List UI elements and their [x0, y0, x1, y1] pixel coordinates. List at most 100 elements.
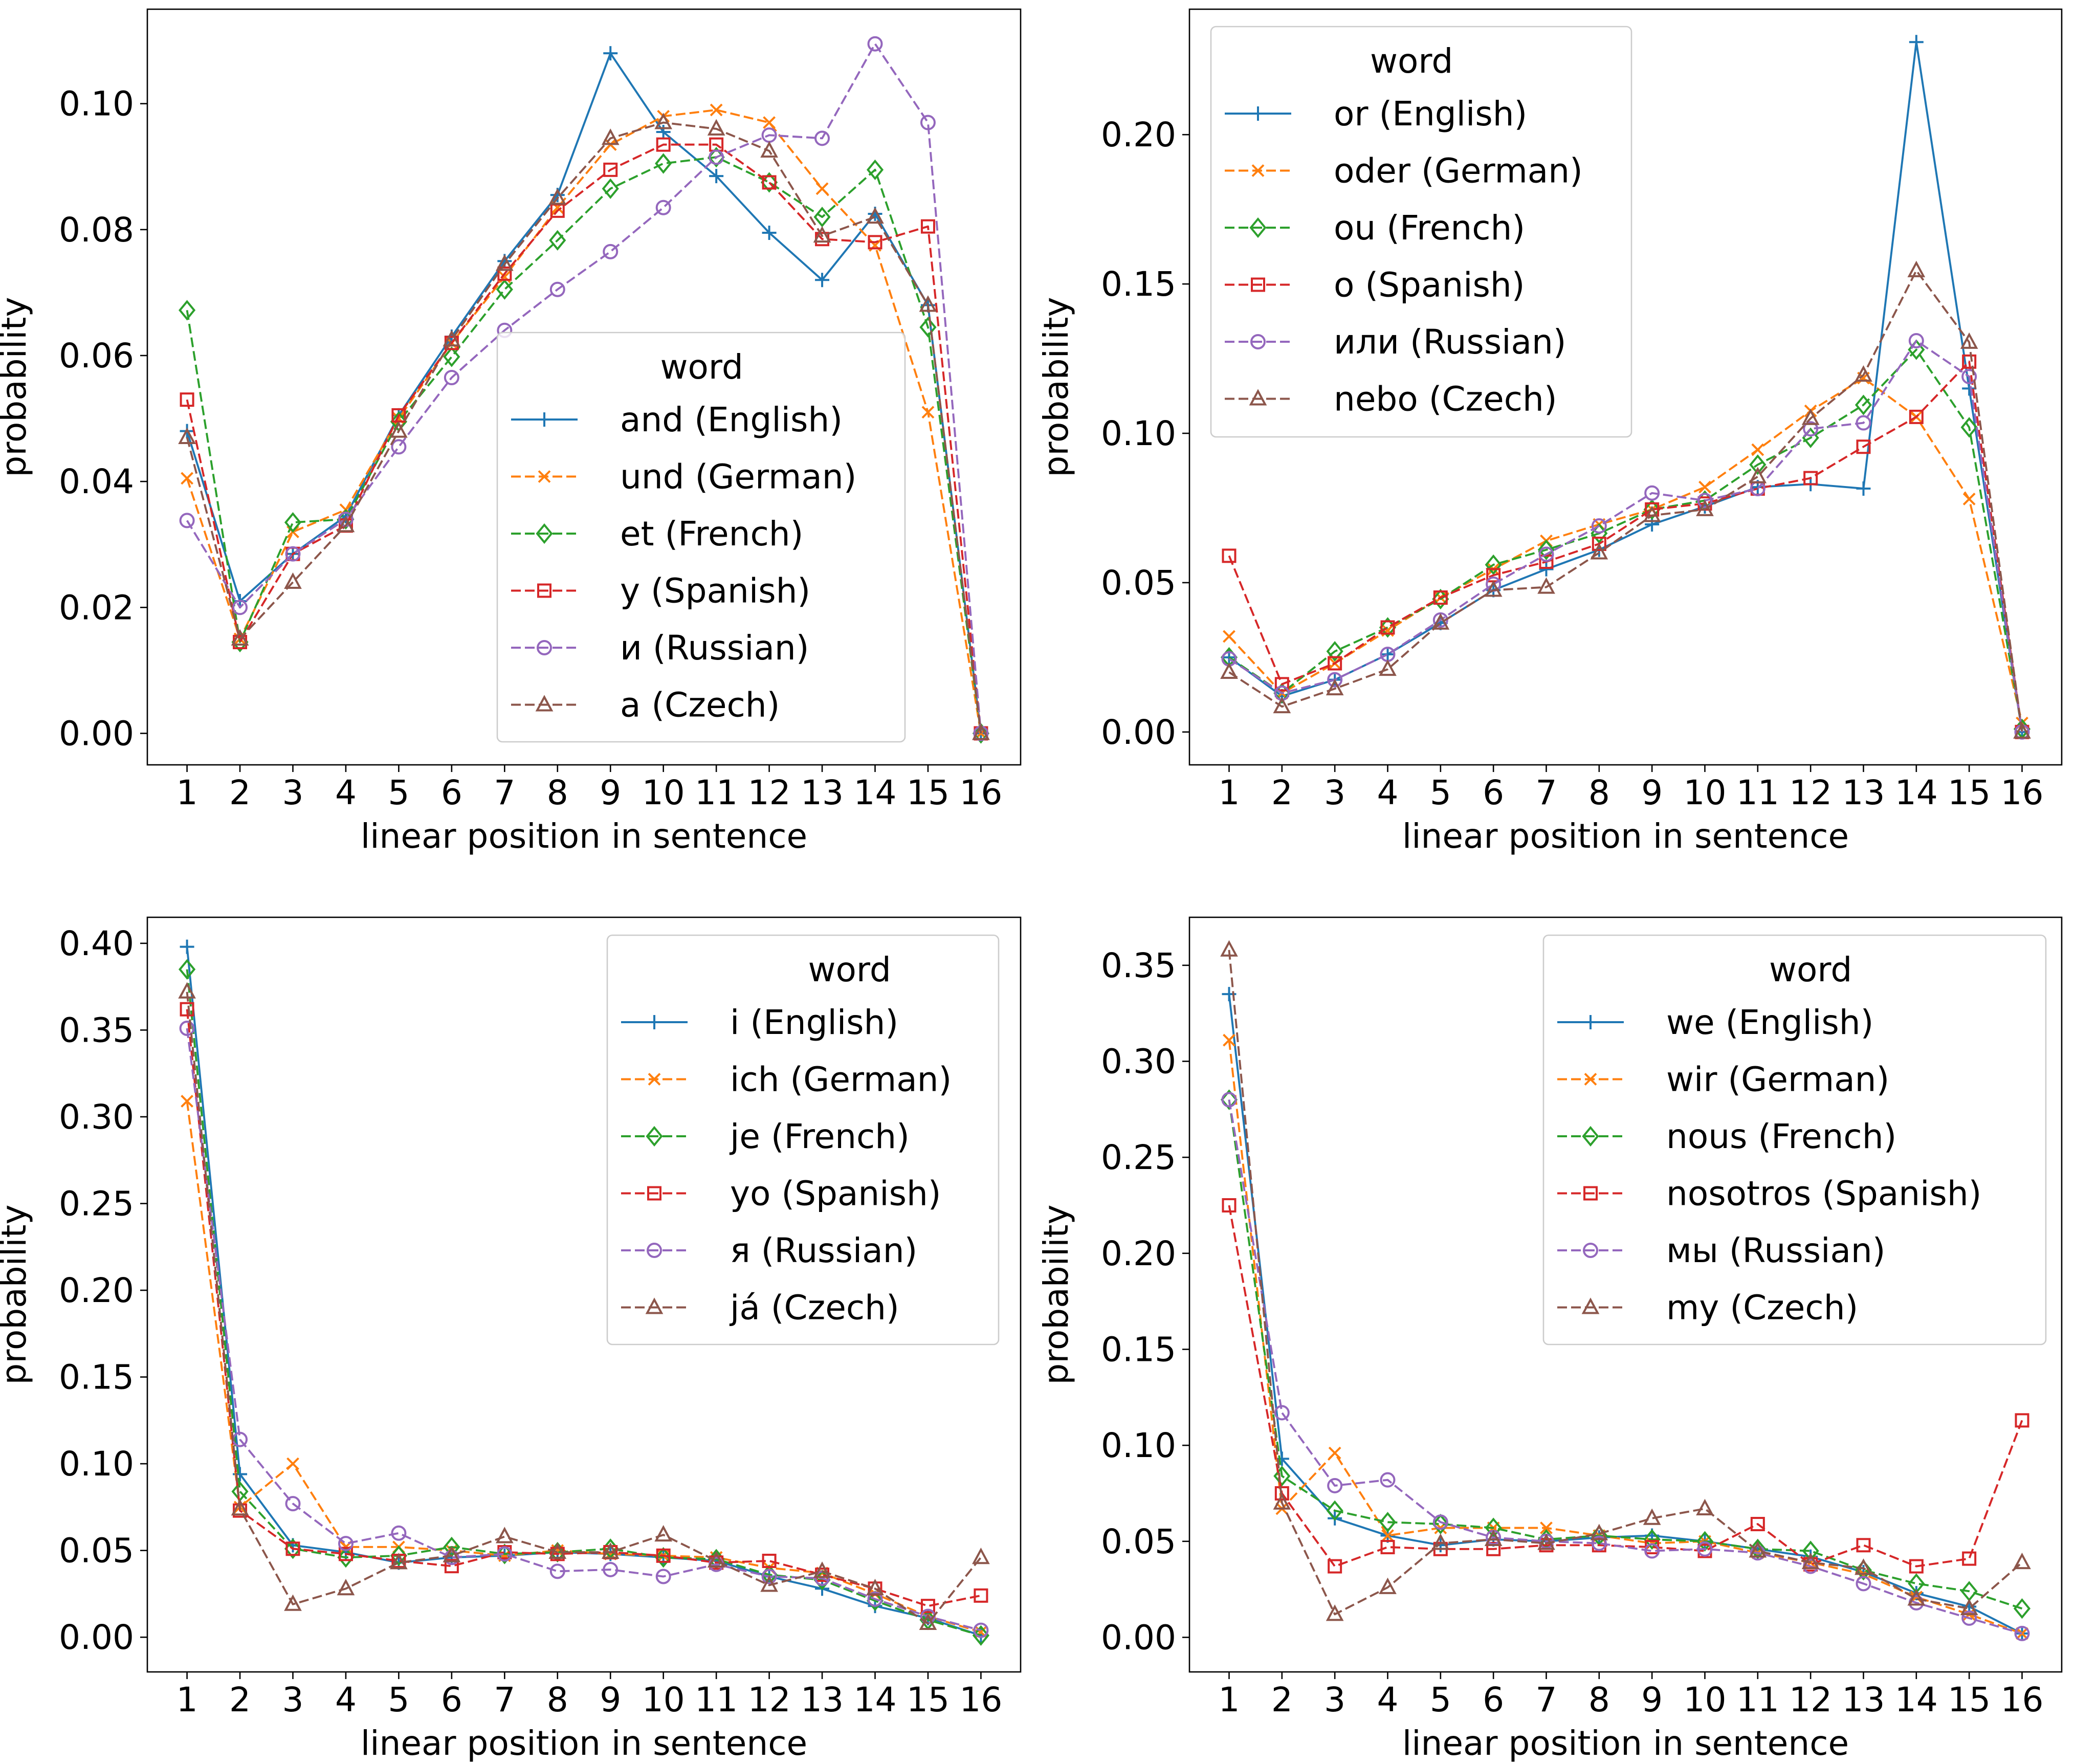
y-tick-label: 0.00 [59, 714, 134, 753]
legend-item: and (English) [511, 400, 843, 439]
data-point [2015, 1413, 2029, 1428]
legend-label: a (Czech) [620, 686, 780, 725]
legend-label: o (Spanish) [1334, 266, 1525, 305]
x-tick-label: 16 [959, 1680, 1002, 1719]
series-6 [178, 982, 990, 1630]
data-point [1855, 365, 1872, 382]
x-tick-label: 3 [1324, 773, 1345, 812]
data-point [1326, 1604, 1344, 1621]
data-point [549, 281, 565, 297]
data-point [920, 1599, 935, 1614]
data-point [1222, 548, 1237, 563]
data-point [655, 200, 671, 215]
legend-item: und (German) [511, 457, 856, 497]
data-point [180, 1002, 194, 1017]
data-point [1801, 1552, 1820, 1570]
x-tick-label: 11 [1736, 1680, 1779, 1719]
data-point [1379, 1512, 1397, 1533]
x-tick-label: 7 [494, 773, 515, 812]
data-point [655, 1547, 672, 1568]
data-point [866, 159, 884, 181]
y-axis-label: probability [0, 1204, 34, 1384]
data-point [1909, 409, 1924, 424]
series-line [1228, 1099, 2023, 1635]
data-point [972, 723, 990, 744]
data-point [443, 346, 460, 367]
data-point [707, 119, 725, 136]
legend-item: nosotros (Spanish) [1557, 1174, 1981, 1214]
x-tick-label: 15 [907, 1680, 950, 1719]
data-point [1856, 481, 1871, 496]
plot-frame [1188, 8, 2063, 766]
y-tick-label: 0.20 [59, 1271, 134, 1310]
data-point [1856, 1576, 1871, 1592]
x-tick-label: 10 [642, 1680, 685, 1719]
y-tick-label: 0.10 [59, 84, 134, 124]
x-tick-label: 15 [1948, 1680, 1991, 1719]
data-point [181, 472, 194, 485]
legend-item: y (Spanish) [511, 571, 810, 611]
data-point [284, 1538, 302, 1559]
y-tick-label: 0.30 [1101, 1042, 1176, 1081]
legend-label: yo (Spanish) [730, 1174, 941, 1214]
data-point [337, 1579, 355, 1596]
data-point [972, 1547, 990, 1564]
legend-label: je (French) [729, 1117, 910, 1156]
legend-label: und (German) [620, 457, 856, 497]
chart-panel-2: 1 2 3 4 5 6 7 8 9 10 11 12 13 14 15 160.000.050.100.150… [1036, 8, 2063, 856]
data-point [1856, 1538, 1871, 1553]
data-point [1749, 467, 1767, 483]
series-line [186, 42, 982, 734]
data-point [548, 188, 567, 205]
chart-panel-1: 1 2 3 4 5 6 7 8 9 10 11 12 13 14 15 160.000.020.040.060… [0, 8, 1022, 856]
data-point [1380, 620, 1395, 635]
legend: word i (English) ich (German) je (French) yo… [606, 934, 1000, 1346]
data-point [1539, 555, 1554, 569]
data-point [181, 1095, 194, 1108]
x-tick-label: 12 [1789, 1680, 1832, 1719]
series-line [1228, 348, 2023, 730]
data-point [1432, 1513, 1449, 1535]
data-point [285, 1541, 300, 1556]
legend-item: yo (Spanish) [621, 1174, 941, 1214]
data-point [1223, 1033, 1235, 1047]
data-point [180, 939, 194, 954]
legend-label: мы (Russian) [1666, 1231, 1885, 1270]
data-point [1328, 1446, 1341, 1460]
x-tick-label: 1 [1219, 773, 1240, 812]
x-axis-label: linear position in sentence [361, 1724, 807, 1763]
x-tick-label: 14 [1895, 1680, 1938, 1719]
x-tick-label: 15 [907, 773, 950, 812]
data-point [2013, 1598, 2031, 1619]
data-point [920, 219, 935, 234]
series-line [1228, 340, 2023, 733]
legend-marker [1583, 1015, 1598, 1029]
legend-marker [538, 470, 551, 483]
legend-label: oder (German) [1334, 151, 1583, 191]
legend-title: word [808, 950, 891, 989]
legend-label: nous (French) [1666, 1117, 1896, 1156]
legend-marker [1583, 1186, 1598, 1201]
data-point [602, 178, 619, 199]
data-point [549, 1563, 565, 1579]
legend: word we (English) wir (German) nous (French… [1542, 934, 2047, 1346]
data-point [1380, 647, 1395, 662]
legend-marker [648, 1073, 661, 1086]
x-tick-label: 13 [801, 773, 844, 812]
data-point [1537, 539, 1555, 560]
data-point [866, 207, 884, 224]
legend-marker [1249, 217, 1267, 238]
legend-item: ou (French) [1225, 208, 1525, 248]
legend-item: я (Russian) [621, 1231, 917, 1270]
data-point [760, 1575, 778, 1592]
data-point [1221, 1092, 1237, 1108]
x-tick-label: 13 [1842, 773, 1885, 812]
y-tick-label: 0.35 [59, 1010, 134, 1050]
legend-label: wir (German) [1666, 1060, 1889, 1099]
data-point [603, 1561, 619, 1577]
legend: word or (English) oder (German) ou (French)… [1210, 26, 1632, 438]
legend-box [606, 934, 1000, 1346]
y-tick-label: 0.10 [1101, 414, 1176, 453]
x-tick-label: 16 [959, 773, 1002, 812]
